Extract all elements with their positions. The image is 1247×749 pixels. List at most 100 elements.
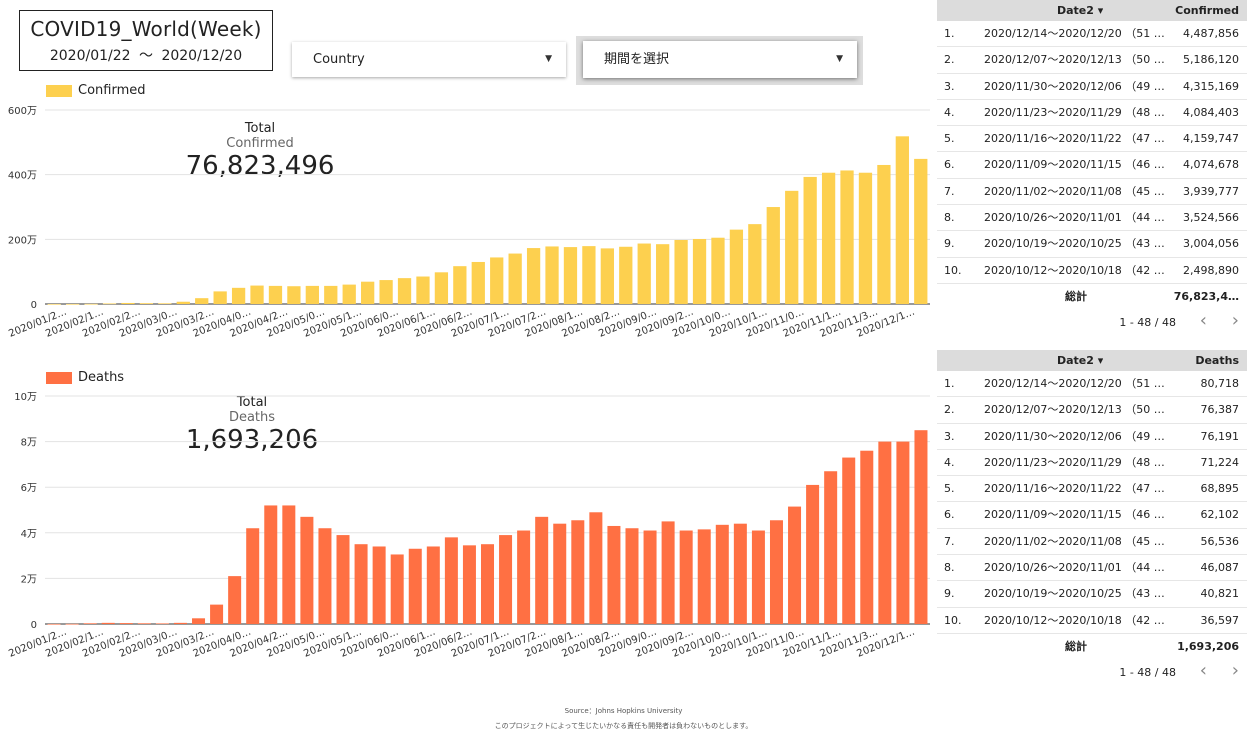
row-date: 2020/11/16〜2020/11/22 （47 週目…: [984, 482, 1167, 496]
bar: [195, 298, 209, 304]
table-body: 1. 2020/12/14〜2020/12/20 （51 週目… 80,718 2. 2…: [937, 371, 1247, 634]
table-row[interactable]: 8. 2020/10/26〜2020/11/01 （44 週目… 46,087: [937, 555, 1247, 582]
country-dropdown[interactable]: Country ▼: [292, 42, 566, 77]
pager-text: 1 - 48 / 48: [1119, 665, 1176, 679]
bar: [508, 253, 522, 304]
table-row[interactable]: 10. 2020/10/12〜2020/10/18 （42 週目… 36,597: [937, 608, 1247, 634]
confirmed-bar-chart: 0200万400万600万2020/01/2…2020/02/1…2020/02…: [7, 106, 930, 340]
sort-date-header[interactable]: Date2 ▾: [1057, 354, 1104, 367]
chevron-right-icon[interactable]: ›: [1231, 309, 1239, 331]
bar: [354, 544, 368, 624]
row-index: 4.: [944, 455, 955, 469]
bar: [692, 239, 707, 304]
page-title: COVID19_World(Week): [30, 17, 262, 41]
row-index: 9.: [944, 587, 955, 601]
bar: [563, 247, 578, 304]
bar: [711, 237, 725, 304]
row-value: 46,087: [1200, 561, 1240, 575]
table-row[interactable]: 9. 2020/10/19〜2020/10/25 （43 週目… 40,821: [937, 581, 1247, 608]
bar: [173, 622, 187, 624]
bar: [619, 246, 633, 304]
table-pager: 1 - 48 / 48 ‹ ›: [937, 310, 1247, 336]
bar: [264, 505, 278, 624]
bar: [462, 545, 476, 624]
bar: [860, 450, 874, 624]
table-row[interactable]: 2. 2020/12/07〜2020/12/13 （50 週… 5,186,120: [937, 47, 1247, 74]
row-index: 4.: [944, 105, 955, 119]
bar: [137, 623, 151, 624]
bar: [824, 471, 838, 624]
bar: [582, 246, 596, 304]
confirmed-legend-swatch: [46, 84, 72, 97]
table-body: 1. 2020/12/14〜2020/12/20 （51 週… 4,487,856 2…: [937, 21, 1247, 284]
deaths-table: Date2 ▾ Deaths 1. 2020/12/14〜2020/12/20 （…: [937, 350, 1247, 686]
deaths-total-value: 1,693,206: [185, 425, 319, 455]
table-row[interactable]: 5. 2020/11/16〜2020/11/22 （47 週… 4,159,747: [937, 126, 1247, 153]
table-row[interactable]: 4. 2020/11/23〜2020/11/29 （48 週… 4,084,403: [937, 100, 1247, 127]
row-value: 2,498,890: [1183, 263, 1239, 277]
bar: [158, 303, 172, 304]
bar: [471, 261, 485, 304]
table-row[interactable]: 9. 2020/10/19〜2020/10/25 （43 週… 3,004,056: [937, 231, 1247, 258]
bar: [246, 528, 260, 624]
bar: [155, 623, 169, 625]
deaths-column-header[interactable]: Deaths: [1195, 354, 1239, 367]
row-date: 2020/10/12〜2020/10/18 （42 週目…: [984, 613, 1167, 627]
table-row[interactable]: 7. 2020/11/02〜2020/11/08 （45 週目… 56,536: [937, 529, 1247, 556]
bar: [102, 303, 117, 305]
row-index: 1.: [944, 27, 955, 40]
bar: [748, 224, 762, 304]
row-value: 68,895: [1200, 482, 1240, 496]
bar: [896, 441, 910, 624]
y-tick-label: 600万: [8, 106, 37, 117]
table-row[interactable]: 3. 2020/11/30〜2020/12/06 （49 週… 4,315,169: [937, 74, 1247, 100]
bar: [858, 172, 873, 304]
bar: [625, 528, 639, 624]
confirmed-column-header[interactable]: Confirmed: [1175, 4, 1239, 17]
table-row[interactable]: 5. 2020/11/16〜2020/11/22 （47 週目… 68,895: [937, 476, 1247, 503]
row-date: 2020/11/30〜2020/12/06 （49 週目…: [984, 429, 1167, 443]
table-row[interactable]: 7. 2020/11/02〜2020/11/08 （45 週… 3,939,777: [937, 179, 1247, 206]
row-date: 2020/12/14〜2020/12/20 （51 週目…: [984, 377, 1167, 390]
row-value: 4,159,747: [1183, 132, 1239, 146]
row-index: 2.: [944, 403, 955, 417]
deaths-legend-label: Deaths: [78, 370, 125, 385]
date-range: 2020/01/22 〜 2020/12/20: [20, 45, 272, 65]
bar: [282, 505, 296, 624]
table-row[interactable]: 4. 2020/11/23〜2020/11/29 （48 週目… 71,224: [937, 450, 1247, 477]
table-row[interactable]: 3. 2020/11/30〜2020/12/06 （49 週目… 76,191: [937, 424, 1247, 450]
chevron-left-icon[interactable]: ‹: [1199, 309, 1207, 331]
row-index: 6.: [944, 508, 955, 522]
table-row[interactable]: 1. 2020/12/14〜2020/12/20 （51 週目… 80,718: [937, 371, 1247, 398]
bar: [397, 278, 412, 304]
chevron-left-icon[interactable]: ‹: [1199, 659, 1207, 681]
deaths-total-subtitle: Deaths: [228, 410, 276, 425]
row-date: 2020/10/19〜2020/10/25 （43 週…: [984, 237, 1167, 251]
table-row[interactable]: 2. 2020/12/07〜2020/12/13 （50 週目… 76,387: [937, 397, 1247, 424]
period-dropdown[interactable]: 期間を選択 ▼: [583, 41, 857, 78]
bar: [231, 287, 246, 304]
row-index: 10.: [944, 263, 962, 277]
bar: [65, 623, 79, 625]
row-date: 2020/10/19〜2020/10/25 （43 週目…: [984, 587, 1167, 601]
bar: [318, 528, 332, 624]
bar: [788, 506, 802, 624]
sort-date-header[interactable]: Date2 ▾: [1057, 4, 1104, 17]
y-tick-label: 10万: [14, 392, 37, 403]
table-header: Date2 ▾ Confirmed: [937, 0, 1247, 21]
row-value: 56,536: [1200, 534, 1240, 548]
table-row[interactable]: 1. 2020/12/14〜2020/12/20 （51 週… 4,487,856: [937, 21, 1247, 48]
date-start: 2020/01/22: [49, 48, 131, 64]
table-row[interactable]: 6. 2020/11/09〜2020/11/15 （46 週… 4,074,678: [937, 152, 1247, 179]
bar: [535, 516, 549, 624]
row-index: 3.: [944, 429, 955, 443]
bar: [751, 530, 765, 624]
row-value: 3,524,566: [1183, 211, 1239, 225]
bar: [480, 544, 495, 624]
table-row[interactable]: 10. 2020/10/12〜2020/10/18 （42 週… 2,498,890: [937, 258, 1247, 284]
bar: [408, 548, 422, 624]
table-row[interactable]: 6. 2020/11/09〜2020/11/15 （46 週目… 62,102: [937, 502, 1247, 529]
table-row[interactable]: 8. 2020/10/26〜2020/11/01 （44 週… 3,524,566: [937, 205, 1247, 232]
table-pager: 1 - 48 / 48 ‹ ›: [937, 660, 1247, 686]
chevron-right-icon[interactable]: ›: [1231, 659, 1239, 681]
